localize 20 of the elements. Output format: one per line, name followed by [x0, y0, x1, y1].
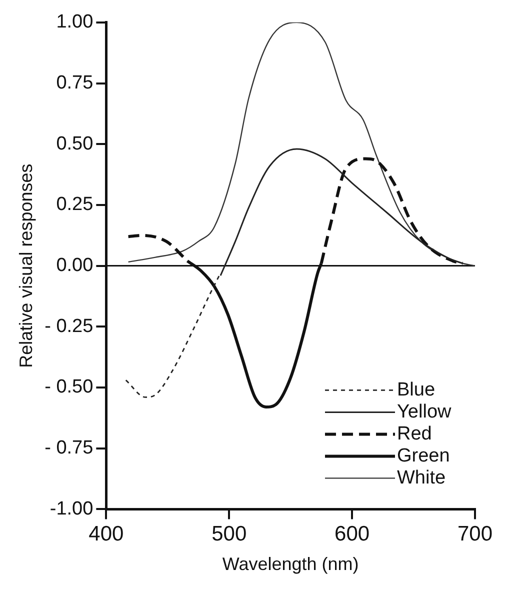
- y-axis-title: Relative visual responses: [16, 164, 36, 368]
- legend-label: White: [397, 467, 446, 488]
- x-axis-title: Wavelength (nm): [222, 554, 359, 574]
- x-tick-label: 600: [334, 522, 370, 546]
- y-tick-label: 0.25: [56, 194, 94, 216]
- legend-label: Blue: [397, 379, 436, 400]
- y-tick-label: 0.50: [56, 133, 94, 154]
- legend-label: Green: [397, 445, 450, 466]
- y-tick-label: 0.75: [56, 72, 94, 94]
- x-tick-label: 500: [212, 522, 247, 546]
- x-tick-label: 700: [457, 522, 493, 546]
- y-tick-label: - 0.50: [44, 376, 94, 398]
- y-tick-label: - 0.75: [44, 438, 94, 459]
- legend-label: Yellow: [397, 401, 452, 422]
- y-tick-label: 0.00: [56, 255, 94, 276]
- y-tick-label: -1.00: [50, 498, 94, 520]
- y-tick-label: 1.00: [56, 12, 94, 33]
- legend-label: Red: [397, 423, 432, 444]
- y-tick-label: - 0.25: [44, 316, 94, 337]
- x-tick-label: 400: [88, 522, 124, 546]
